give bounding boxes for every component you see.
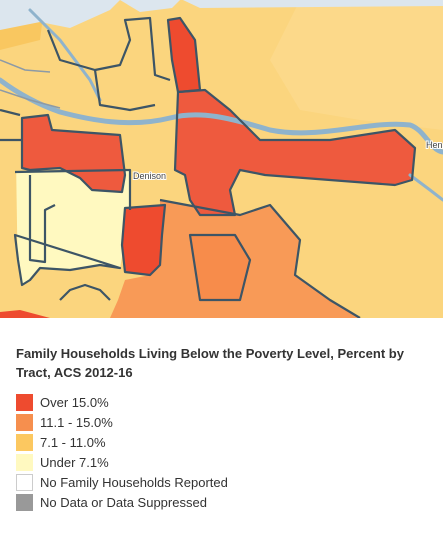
legend-label: No Family Households Reported — [40, 474, 228, 490]
legend-swatch — [16, 493, 33, 511]
legend-title: Family Households Living Below the Pover… — [16, 346, 404, 380]
legend-swatch — [16, 413, 33, 431]
road — [0, 89, 61, 109]
river — [408, 173, 443, 202]
place-label-denison: Denison — [133, 171, 166, 181]
legend-item-11-15: 11.1 - 15.0% — [16, 412, 429, 432]
road — [0, 59, 51, 73]
legend-item-no-households: No Family Households Reported — [16, 472, 429, 492]
legend-swatch — [16, 473, 33, 491]
legend-label: 11.1 - 15.0% — [40, 414, 113, 430]
place-label-partial: Hen — [426, 140, 443, 150]
river — [0, 77, 443, 155]
lake — [0, 0, 120, 30]
legend-swatch — [16, 453, 33, 471]
lake — [183, 0, 443, 8]
choropleth-map[interactable]: Denison Hen — [0, 0, 443, 318]
tract-boundaries — [0, 16, 417, 318]
tract-under-7 — [15, 170, 130, 285]
tract-over-15 — [122, 205, 165, 275]
legend-swatch — [16, 433, 33, 451]
tract-area — [0, 158, 18, 295]
legend-item-under-7: Under 7.1% — [16, 452, 429, 472]
legend-label: Under 7.1% — [40, 454, 109, 470]
map-legend: Family Households Living Below the Pover… — [0, 318, 443, 544]
legend-label: Over 15.0% — [40, 394, 109, 410]
legend-item-no-data: No Data or Data Suppressed — [16, 492, 429, 512]
tract-11-15 — [190, 235, 250, 300]
legend-item-over-15: Over 15.0% — [16, 392, 429, 412]
lake — [120, 0, 180, 12]
legend-swatch — [16, 393, 33, 411]
tract-over-15 — [0, 310, 50, 318]
legend-label: No Data or Data Suppressed — [40, 494, 207, 510]
river — [28, 8, 102, 102]
legend-label: 7.1 - 11.0% — [40, 434, 106, 450]
tract-area — [270, 0, 443, 130]
legend-item-7-11: 7.1 - 11.0% — [16, 432, 429, 452]
